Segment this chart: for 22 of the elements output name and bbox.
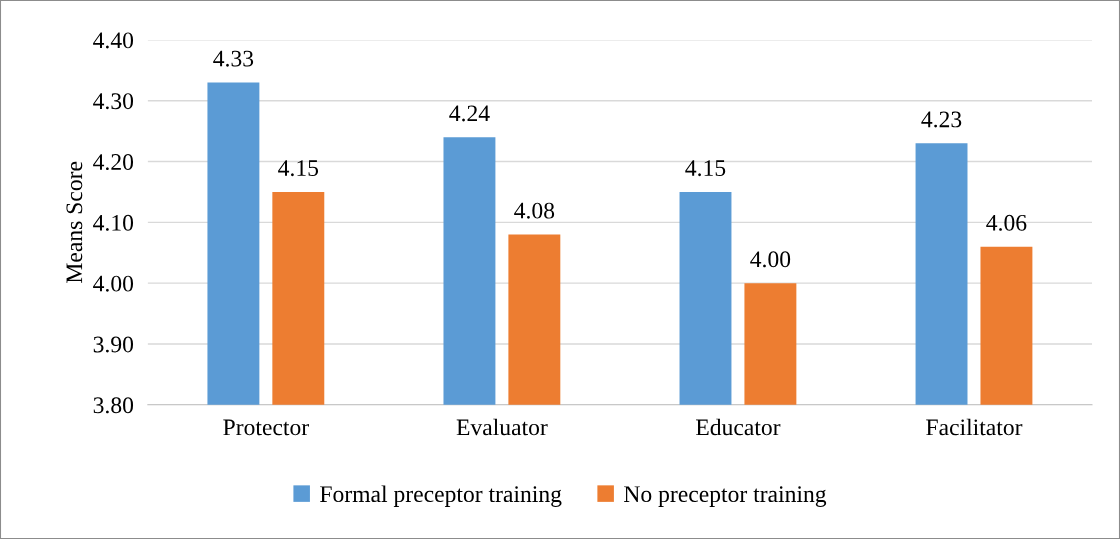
x-tick-label: Facilitator bbox=[926, 418, 1023, 436]
x-tick-label: Protector bbox=[223, 419, 309, 436]
y-tick-label: 3.80 bbox=[93, 397, 134, 414]
y-tick-label: 4.30 bbox=[93, 93, 134, 110]
data-label: 4.33 bbox=[213, 50, 254, 67]
data-label: 4.23 bbox=[921, 111, 962, 128]
data-label: 4.06 bbox=[986, 214, 1027, 231]
y-tick-label: 3.90 bbox=[93, 336, 134, 353]
x-tick-label: Evaluator bbox=[456, 418, 548, 436]
y-tick-label: 4.10 bbox=[93, 214, 134, 231]
y-axis-title: Means Score bbox=[66, 161, 83, 283]
y-tick-label: 4.40 bbox=[93, 32, 134, 49]
y-tick-label: 4.00 bbox=[93, 275, 134, 292]
y-tick-label: 4.20 bbox=[93, 154, 134, 171]
legend-label: Formal preceptor training bbox=[320, 485, 562, 507]
data-label: 4.00 bbox=[750, 251, 791, 268]
data-label: 4.15 bbox=[278, 160, 319, 177]
x-tick-label: Educator bbox=[696, 418, 781, 436]
data-label: 4.24 bbox=[449, 105, 490, 122]
data-label: 4.15 bbox=[685, 160, 726, 177]
legend-label: No preceptor training bbox=[624, 486, 827, 507]
data-label: 4.08 bbox=[514, 202, 555, 219]
